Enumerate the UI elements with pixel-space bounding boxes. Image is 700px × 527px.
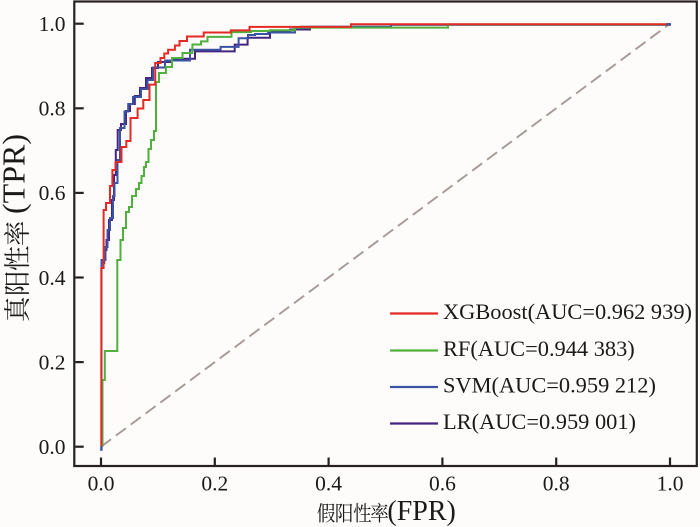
svg-text:LR(AUC=0.959 001): LR(AUC=0.959 001) <box>443 409 636 434</box>
svg-text:0.2: 0.2 <box>201 472 228 496</box>
svg-text:1.0: 1.0 <box>657 472 684 496</box>
svg-text:0.4: 0.4 <box>39 266 66 290</box>
svg-text:0.4: 0.4 <box>315 472 342 496</box>
svg-text:(FPR): (FPR) <box>387 496 455 527</box>
svg-text:SVM(AUC=0.959 212): SVM(AUC=0.959 212) <box>443 373 656 398</box>
svg-text:0.2: 0.2 <box>39 350 66 374</box>
svg-text:1.0: 1.0 <box>39 12 66 36</box>
svg-text:0.8: 0.8 <box>543 472 570 496</box>
svg-text:XGBoost(AUC=0.962 939): XGBoost(AUC=0.962 939) <box>443 299 692 324</box>
svg-text:0.6: 0.6 <box>39 181 66 205</box>
svg-text:RF(AUC=0.944 383): RF(AUC=0.944 383) <box>443 336 635 361</box>
svg-text:0.0: 0.0 <box>88 472 115 496</box>
svg-text:0.6: 0.6 <box>429 472 456 496</box>
svg-text:0.8: 0.8 <box>39 97 66 121</box>
svg-text:(TPR): (TPR) <box>0 134 31 214</box>
svg-text:0.0: 0.0 <box>39 435 66 459</box>
